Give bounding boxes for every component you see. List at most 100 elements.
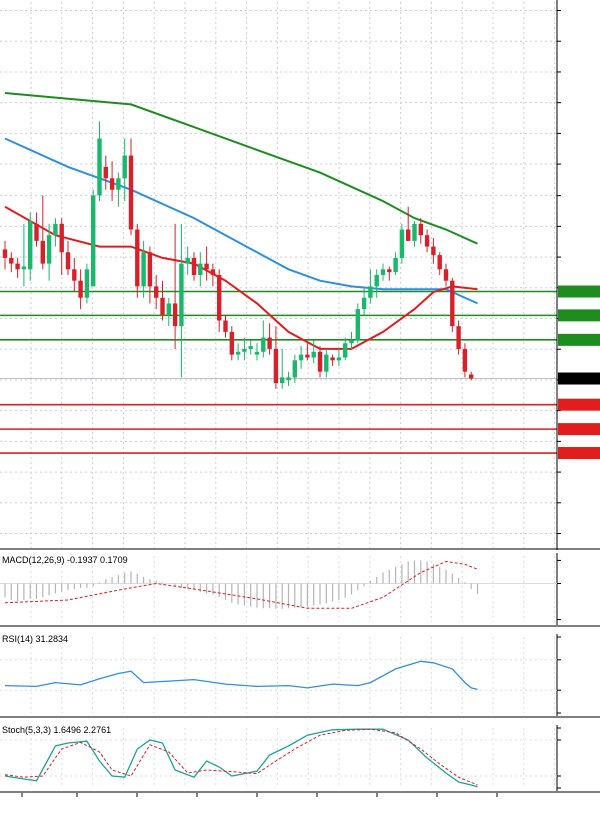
time-axis — [21, 793, 498, 797]
stoch-panel — [0, 725, 600, 793]
level-labels — [558, 285, 600, 460]
candle-body — [387, 269, 392, 273]
main-grid — [0, 2, 557, 548]
candle-body — [343, 343, 348, 358]
candle-body — [223, 320, 228, 332]
candle-body — [160, 297, 165, 315]
candle-body — [91, 195, 96, 287]
candle-body — [185, 257, 190, 264]
candle-body — [368, 286, 373, 298]
level-label-box — [558, 333, 600, 346]
candle-body — [267, 337, 272, 349]
candle-body — [116, 178, 121, 190]
candle-body — [242, 348, 247, 352]
level-label-box — [558, 309, 600, 322]
candle-body — [443, 269, 449, 281]
candle-body — [229, 331, 234, 355]
candle-body — [9, 257, 14, 264]
current-price-box — [558, 372, 600, 385]
candle-body — [317, 351, 323, 372]
candle-body — [34, 223, 39, 241]
rsi-line — [4, 660, 478, 691]
candle-body — [217, 275, 222, 321]
candle-body — [424, 235, 430, 247]
rsi-title: RSI(14) 31.2834 — [2, 634, 68, 644]
candle-body — [59, 223, 64, 253]
moving-average-line — [4, 205, 478, 350]
candle-body — [28, 220, 33, 270]
candle-body — [122, 155, 127, 179]
candle-body — [355, 309, 360, 341]
macd-title: MACD(12,26,9) -0.1937 0.1709 — [2, 555, 128, 565]
candle-body — [235, 351, 241, 355]
candle-body — [336, 357, 342, 361]
candle-body — [393, 257, 398, 273]
candle-body — [172, 303, 178, 327]
candle-body — [324, 354, 329, 372]
candle-body — [166, 303, 171, 315]
candle-body — [53, 223, 58, 236]
level-label-box — [558, 285, 600, 298]
candle-body — [198, 263, 203, 275]
candle-body — [456, 326, 461, 349]
candle-body — [21, 266, 27, 270]
candle-body — [349, 340, 354, 344]
candle-body — [330, 357, 335, 361]
candle-body — [46, 235, 52, 264]
candle-body — [103, 166, 108, 179]
candle-body — [292, 360, 297, 378]
candle-body — [135, 229, 140, 287]
candle-body — [399, 229, 405, 258]
candle-body — [298, 354, 304, 361]
candle-body — [2, 249, 8, 258]
candle-body — [141, 252, 146, 287]
candle-body — [412, 223, 417, 241]
candle-body — [311, 351, 316, 358]
candle-body — [418, 223, 423, 236]
level-label-box — [558, 423, 600, 436]
level-lines — [0, 290, 557, 454]
candle-body — [128, 155, 134, 230]
macd-signal-line — [4, 560, 478, 609]
stoch-title: Stoch(5,3,3) 1.6496 2.2761 — [2, 725, 111, 735]
candle-body — [273, 348, 279, 384]
rsi-panel — [0, 634, 600, 718]
level-label-box — [558, 398, 600, 411]
candle-body — [437, 255, 442, 270]
candle-body — [15, 263, 20, 270]
candle-body — [450, 280, 455, 327]
candle-body — [305, 354, 310, 358]
candle-body — [65, 252, 71, 270]
candle-body — [210, 269, 216, 275]
candle-body — [154, 286, 159, 298]
candle-body — [248, 346, 253, 349]
candle-body — [462, 348, 468, 372]
candle-body — [469, 374, 474, 379]
candle-body — [431, 246, 436, 256]
candle-body — [40, 240, 45, 264]
candle-body — [380, 269, 386, 275]
macd-panel — [0, 553, 600, 627]
candle-body — [84, 269, 90, 298]
candle-body — [179, 263, 184, 327]
candle-body — [72, 269, 77, 281]
candles — [2, 121, 474, 389]
candle-body — [78, 280, 83, 298]
stoch-d-line — [4, 728, 478, 786]
candle-body — [406, 229, 411, 241]
candle-body — [254, 351, 260, 355]
candle-body — [191, 257, 197, 275]
candle-body — [97, 138, 102, 196]
candle-body — [286, 377, 291, 381]
candle-body — [109, 178, 115, 190]
candle-body — [361, 297, 367, 310]
candle-body — [280, 377, 285, 384]
candle-body — [261, 337, 266, 352]
candle-body — [204, 263, 209, 270]
candle-body — [374, 275, 379, 287]
level-label-box — [558, 447, 600, 460]
candle-body — [147, 252, 153, 287]
moving-average-line — [4, 92, 478, 245]
